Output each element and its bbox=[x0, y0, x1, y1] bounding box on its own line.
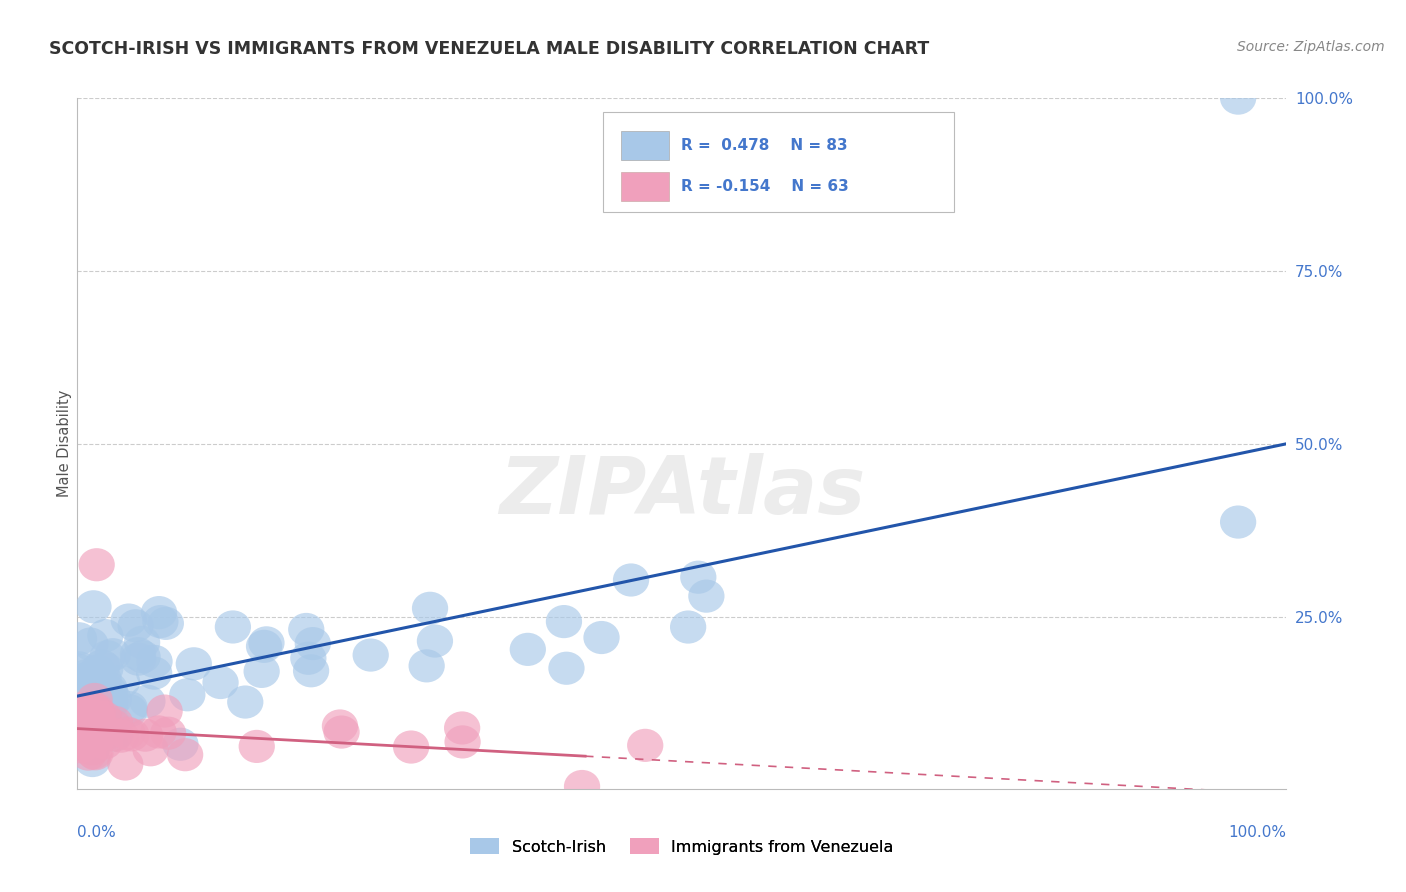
Legend: Scotch-Irish, Immigrants from Venezuela: Scotch-Irish, Immigrants from Venezuela bbox=[464, 832, 900, 861]
Text: R =  0.478    N = 83: R = 0.478 N = 83 bbox=[681, 137, 848, 153]
FancyBboxPatch shape bbox=[621, 172, 669, 201]
FancyBboxPatch shape bbox=[621, 131, 669, 160]
FancyBboxPatch shape bbox=[603, 112, 955, 212]
Y-axis label: Male Disability: Male Disability bbox=[56, 390, 72, 498]
Text: 0.0%: 0.0% bbox=[77, 825, 117, 840]
Text: 100.0%: 100.0% bbox=[1229, 825, 1286, 840]
Text: SCOTCH-IRISH VS IMMIGRANTS FROM VENEZUELA MALE DISABILITY CORRELATION CHART: SCOTCH-IRISH VS IMMIGRANTS FROM VENEZUEL… bbox=[49, 40, 929, 58]
Text: R = -0.154    N = 63: R = -0.154 N = 63 bbox=[681, 178, 848, 194]
Text: ZIPAtlas: ZIPAtlas bbox=[499, 453, 865, 531]
Text: Source: ZipAtlas.com: Source: ZipAtlas.com bbox=[1237, 40, 1385, 54]
